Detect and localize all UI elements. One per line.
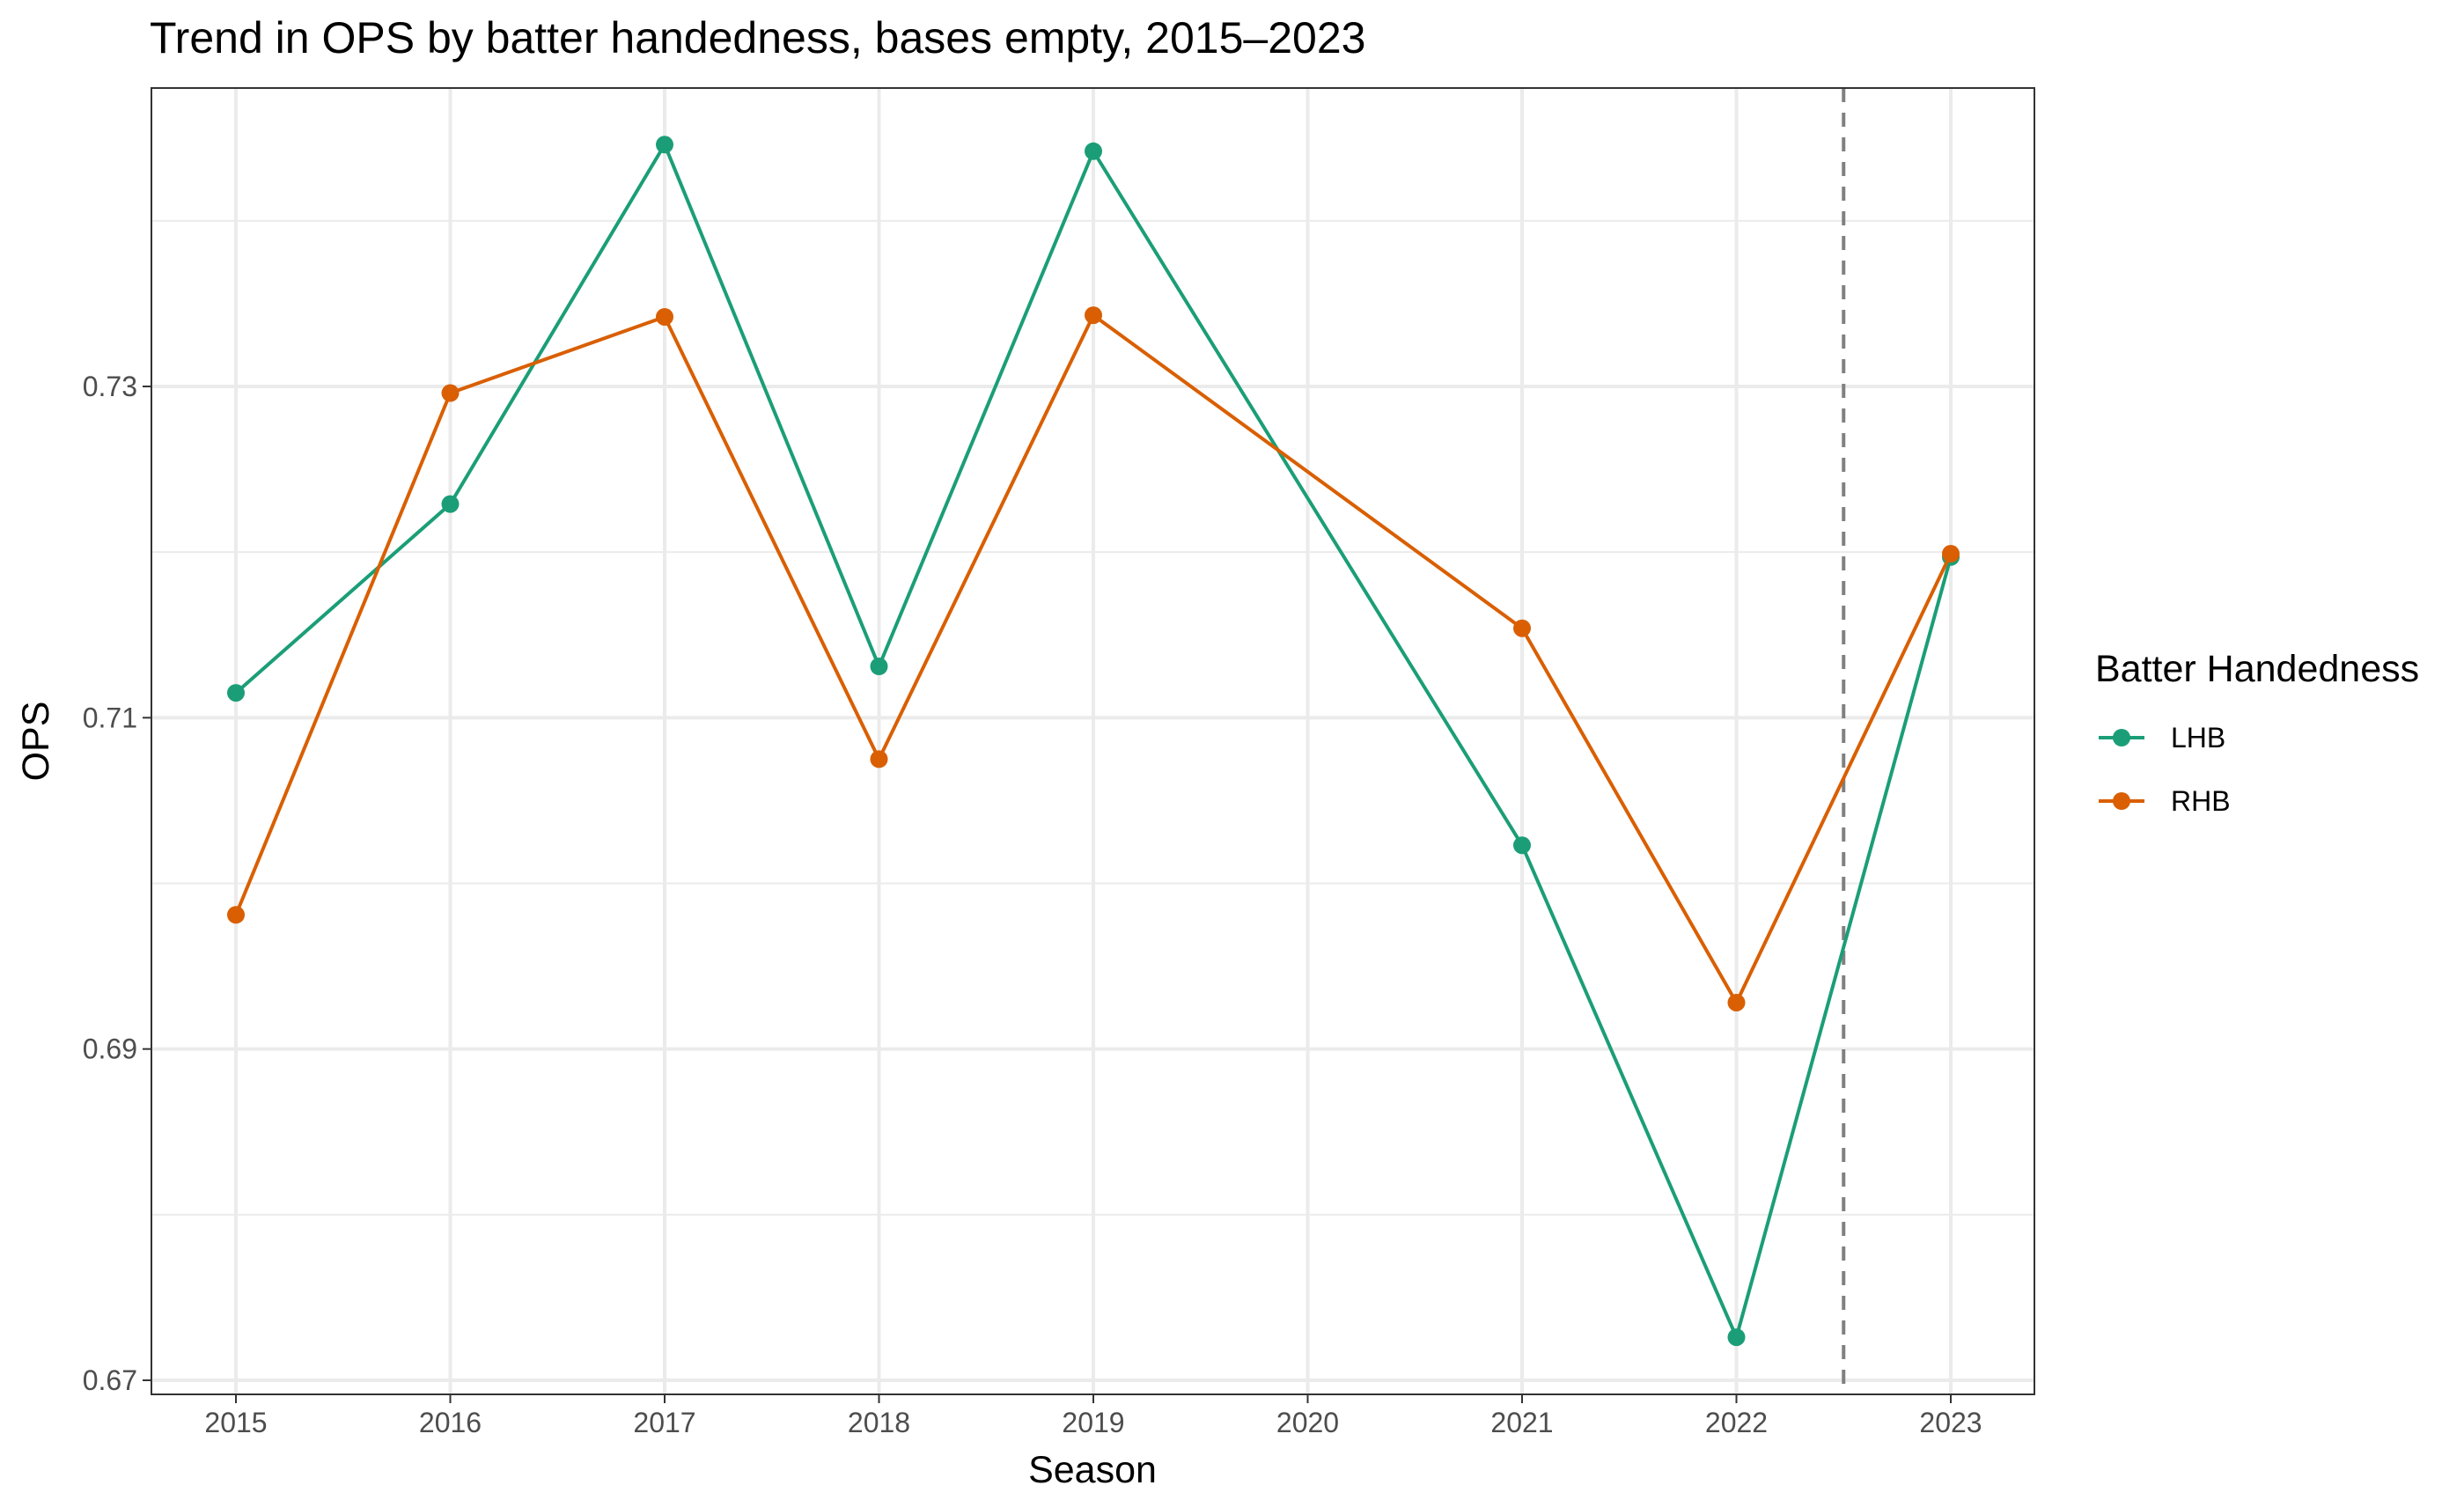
x-tick-label: 2020: [1276, 1407, 1339, 1438]
chart-title: Trend in OPS by batter handedness, bases…: [150, 13, 1365, 62]
data-point: [1513, 619, 1531, 637]
data-point: [227, 684, 245, 702]
x-tick-label: 2015: [204, 1407, 267, 1438]
data-point: [1085, 142, 1102, 160]
legend-label: RHB: [2171, 785, 2231, 817]
data-point: [656, 307, 673, 326]
x-axis-title: Season: [1028, 1449, 1157, 1491]
x-tick-label: 2023: [1919, 1407, 1982, 1438]
x-tick-label: 2016: [419, 1407, 482, 1438]
legend-items: LHB RHB: [2099, 722, 2231, 817]
legend-title: Batter Handedness: [2095, 648, 2419, 690]
legend-key-point: [2113, 792, 2130, 810]
data-point: [1727, 1328, 1746, 1347]
data-point: [1513, 836, 1531, 855]
x-tick-label: 2022: [1705, 1407, 1768, 1438]
x-axis-ticks: 2015 2016 2017 2018 2019 2020 2021 2022 2023: [204, 1394, 1982, 1438]
y-tick-label: 0.73: [83, 371, 137, 402]
legend-label: LHB: [2171, 722, 2225, 754]
data-point: [1085, 306, 1102, 325]
y-axis-ticks: 0.67 0.69 0.71 0.73: [83, 371, 151, 1396]
data-point: [870, 750, 888, 768]
data-point: [441, 384, 460, 402]
series-line: [234, 313, 1953, 1004]
series-layer: [227, 136, 1960, 1347]
legend: Batter Handedness LHB RHB: [2095, 648, 2419, 817]
data-point: [441, 495, 460, 513]
legend-key-point: [2113, 729, 2130, 746]
y-axis-title: OPS: [15, 702, 57, 782]
data-point: [870, 658, 888, 676]
x-tick-label: 2017: [633, 1407, 695, 1438]
legend-item-lhb: LHB: [2099, 722, 2225, 754]
x-tick-label: 2021: [1490, 1407, 1553, 1438]
data-point: [656, 136, 673, 154]
data-point: [227, 906, 245, 924]
legend-item-rhb: RHB: [2099, 785, 2231, 817]
y-tick-label: 0.69: [83, 1033, 137, 1065]
x-tick-label: 2018: [848, 1407, 910, 1438]
series-rhb: [227, 306, 1960, 1011]
y-tick-label: 0.71: [83, 702, 137, 733]
grid-layer: [151, 88, 2034, 1394]
x-tick-label: 2019: [1062, 1407, 1124, 1438]
y-tick-label: 0.67: [83, 1364, 137, 1396]
data-point: [1942, 545, 1960, 563]
data-point: [1727, 993, 1746, 1011]
series-line: [234, 143, 1953, 1340]
